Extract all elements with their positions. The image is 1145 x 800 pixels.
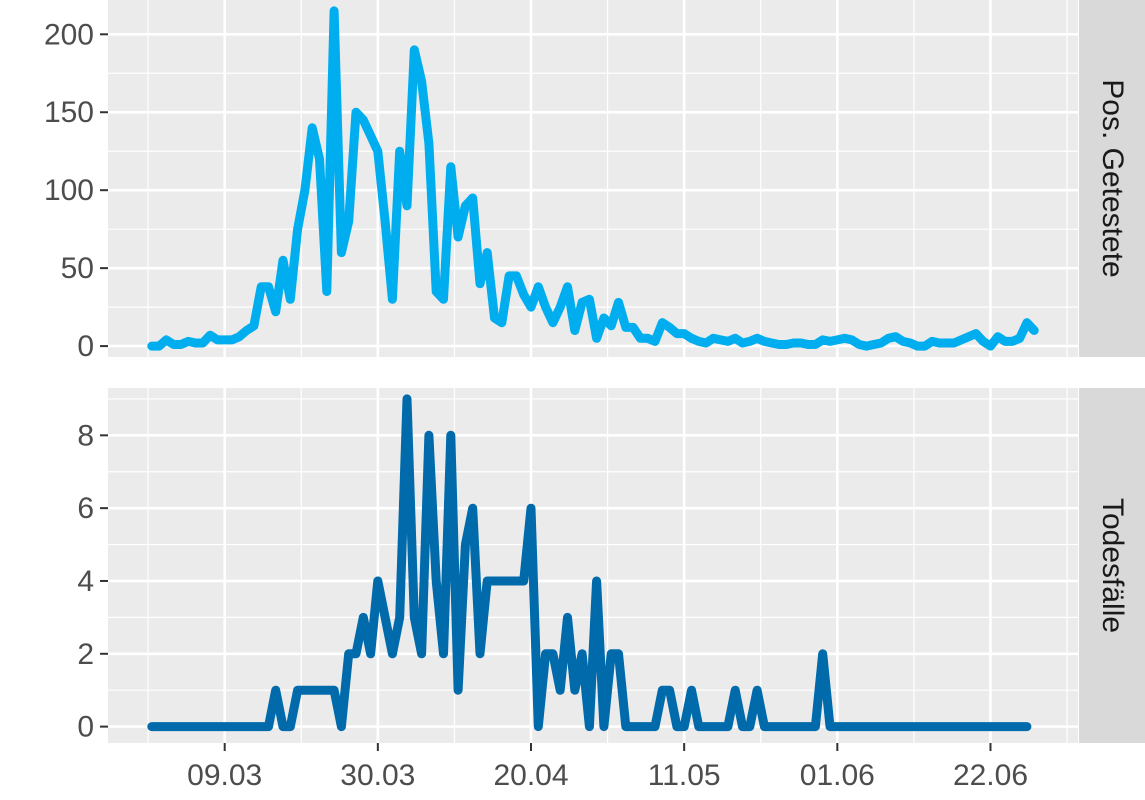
facet-strip <box>1079 0 1145 357</box>
x-tick-label: 30.03 <box>340 759 415 792</box>
y-tick-label: 200 <box>44 18 94 51</box>
facet-strip <box>1079 388 1145 743</box>
series-line <box>147 394 1032 732</box>
x-tick-label: 09.03 <box>187 759 262 792</box>
x-tick-label: 20.04 <box>493 759 568 792</box>
y-tick-label: 0 <box>77 330 94 363</box>
x-tick-label: 01.06 <box>800 759 875 792</box>
x-tick-label: 11.05 <box>648 759 721 792</box>
y-tick-label: 100 <box>44 174 94 207</box>
x-tick-label: 22.06 <box>953 759 1028 792</box>
y-tick-label: 50 <box>61 252 94 285</box>
panel-2: 0 2 4 6 8 Todesfälle 09.03 30.03 20.04 11.05 01.06… <box>77 388 1145 792</box>
facet-label: Pos. Getestete <box>1096 79 1129 277</box>
y-tick-label: 4 <box>77 565 94 598</box>
panel-1: 0 50 100 150 200 Pos. Getestete <box>44 0 1145 363</box>
y-tick-label: 0 <box>77 711 94 744</box>
series-line <box>147 6 1039 351</box>
y-tick-label: 6 <box>77 492 94 525</box>
y-tick-label: 2 <box>77 638 94 671</box>
facet-label: Todesfälle <box>1096 498 1129 633</box>
y-tick-label: 8 <box>77 419 94 452</box>
y-tick-label: 150 <box>44 96 94 129</box>
